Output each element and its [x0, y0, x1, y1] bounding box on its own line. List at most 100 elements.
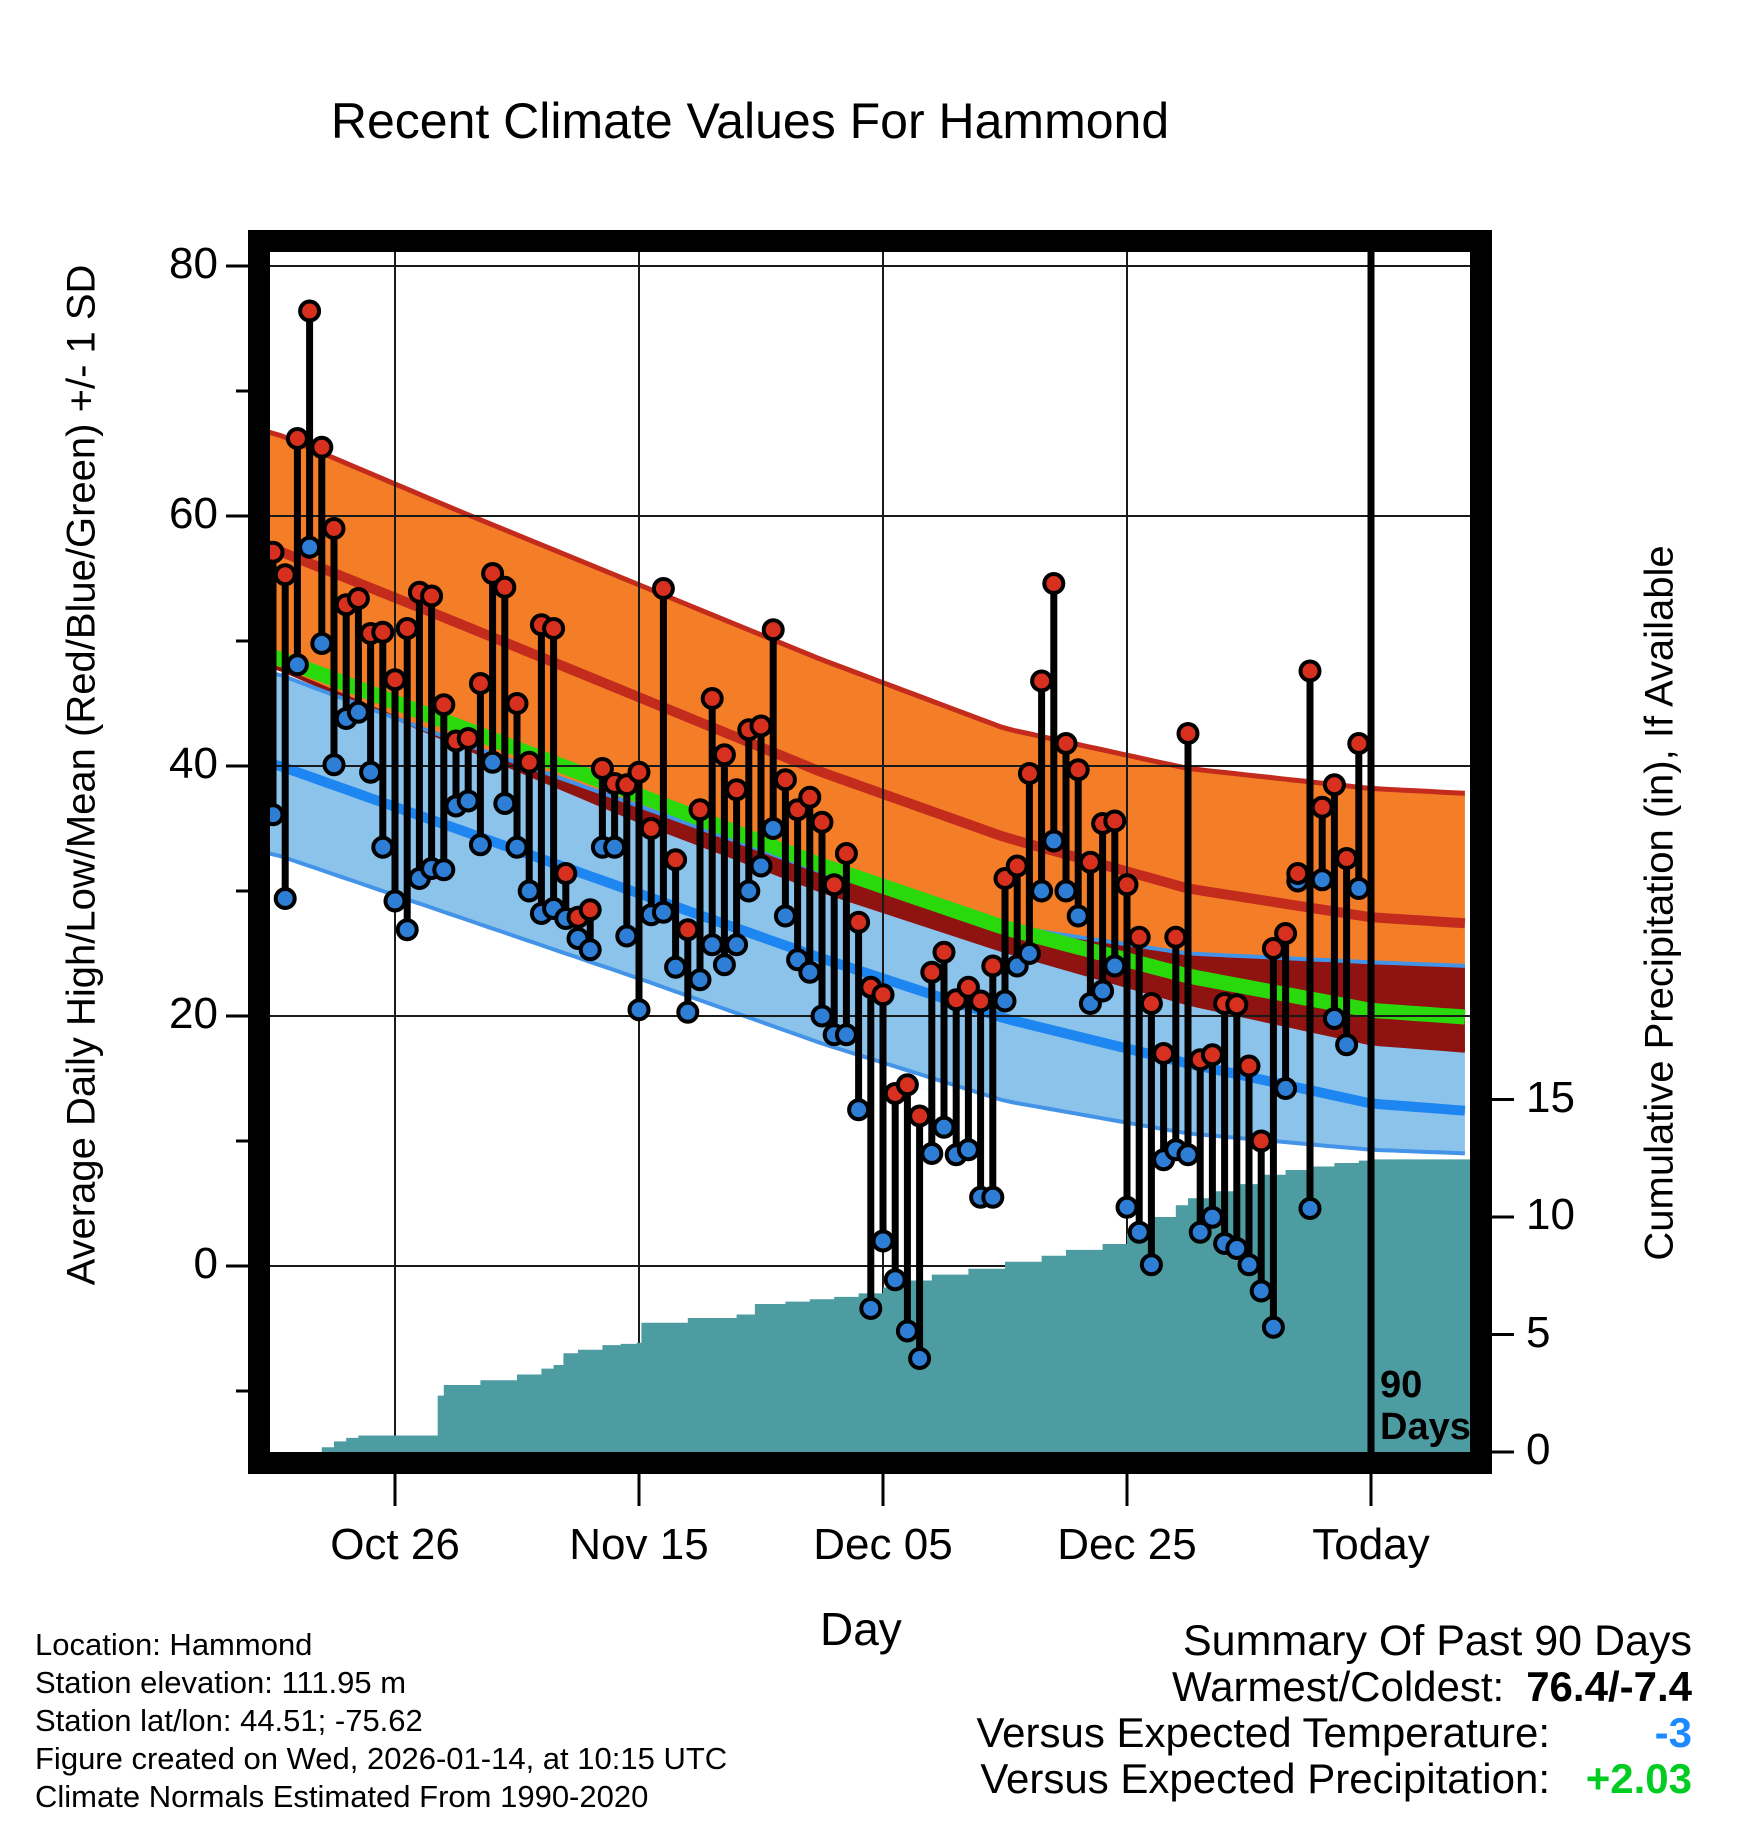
daily-high-dot [420, 584, 444, 608]
daily-high-dot [810, 810, 834, 834]
daily-low-dot [298, 535, 322, 559]
station-footer: Location: Hammond Station elevation: 111… [35, 1626, 727, 1816]
daily-high-dot [1347, 732, 1371, 755]
daily-high-dot [773, 768, 797, 792]
daily-low-dot [676, 1000, 700, 1024]
daily-high-dot [371, 620, 395, 644]
x-tick-label-oct-26: Oct 26 [330, 1520, 460, 1569]
daily-high-dot [1286, 862, 1310, 885]
daily-low-dot [322, 753, 346, 777]
daily-high-dot [1310, 795, 1334, 819]
summary-row-value: 76.4/-7.4 [1526, 1663, 1692, 1710]
daily-low-dot [981, 1185, 1005, 1209]
daily-low-dot [1322, 1007, 1346, 1030]
daily-high-dot [969, 989, 993, 1013]
daily-high-dot [1322, 773, 1346, 797]
daily-high-dot [517, 750, 541, 774]
y-left-tick-label: 0 [193, 1239, 218, 1288]
daily-high-dot [956, 975, 980, 999]
daily-low-dot [871, 1229, 895, 1253]
y-right-tick-label: 15 [1526, 1072, 1575, 1122]
daily-high-dot [712, 743, 736, 767]
summary-row: Warmest/Coldest: 76.4/-7.4 [976, 1664, 1692, 1710]
daily-high-dot [676, 918, 700, 942]
daily-low-dot [310, 632, 334, 655]
daily-high-dot [1200, 1043, 1224, 1067]
daily-low-dot [1188, 1220, 1212, 1244]
daily-low-dot [1066, 904, 1090, 928]
daily-low-dot [627, 998, 651, 1022]
daily-high-dot [1249, 1129, 1273, 1153]
daily-high-dot [1103, 809, 1127, 833]
daily-high-dot [505, 692, 529, 715]
daily-low-dot [383, 889, 407, 913]
daily-high-dot [981, 954, 1005, 978]
daily-low-dot [285, 653, 309, 677]
daily-high-dot [1176, 722, 1200, 745]
summary-panel: Summary Of Past 90 Days Warmest/Coldest:… [976, 1618, 1692, 1802]
daily-high-dot [725, 778, 749, 802]
daily-low-dot [1103, 954, 1127, 978]
summary-rows: Warmest/Coldest: 76.4/-7.4 Versus Expected… [976, 1664, 1692, 1802]
daily-low-dot [664, 955, 688, 979]
daily-high-dot [1030, 669, 1054, 693]
summary-row-label: Versus Expected Precipitation: [980, 1755, 1550, 1802]
daily-low-dot [761, 817, 785, 840]
daily-low-dot [993, 989, 1017, 1013]
daily-high-dot [310, 435, 334, 459]
daily-high-dot [1078, 850, 1102, 874]
daily-high-dot [664, 848, 688, 872]
daily-low-dot [920, 1142, 944, 1165]
daily-high-dot [468, 672, 492, 695]
daily-high-dot [590, 757, 614, 780]
daily-low-dot [712, 953, 736, 977]
daily-low-dot [1017, 942, 1041, 965]
daily-high-dot [834, 842, 858, 865]
daily-low-dot [432, 858, 456, 882]
daily-high-dot [1115, 873, 1139, 897]
summary-row-label: Versus Expected Temperature: [976, 1709, 1550, 1756]
daily-low-dot [725, 933, 749, 957]
daily-low-dot [883, 1268, 907, 1292]
daily-low-dot [810, 1004, 834, 1028]
daily-high-dot [1139, 992, 1163, 1015]
daily-low-dot [651, 900, 675, 924]
average-low-line [268, 758, 1466, 1116]
daily-low-dot [847, 1098, 871, 1122]
daily-low-dot [493, 792, 517, 815]
daily-low-dot [773, 904, 797, 928]
x-tick-label-today: Today [1312, 1520, 1430, 1569]
daily-low-dot [956, 1138, 980, 1162]
daily-high-dot [493, 575, 517, 599]
daily-low-dot [1054, 879, 1078, 903]
high-plus-sd-edge [268, 429, 1466, 796]
daily-low-dot [505, 835, 529, 859]
daily-high-dot [383, 668, 407, 692]
daily-high-dot [1298, 659, 1322, 683]
ninety-days-annotation: 90 Days [1380, 1364, 1471, 1448]
footer-elevation: Station elevation: 111.95 m [35, 1665, 407, 1700]
daily-low-dot [1310, 868, 1334, 892]
daily-high-dot [395, 617, 419, 640]
daily-low-dot [798, 960, 822, 984]
daily-low-dot [1261, 1315, 1285, 1339]
daily-low-dot [737, 879, 761, 903]
daily-low-dot [749, 854, 773, 878]
daily-low-dot [1237, 1253, 1261, 1277]
daily-high-dot [1017, 762, 1041, 785]
summary-row-label: Warmest/Coldest: [1172, 1663, 1505, 1710]
daily-low-dot [1042, 829, 1066, 853]
plot-frame [248, 230, 1492, 1474]
daily-high-dot [908, 1104, 932, 1128]
daily-low-dot [688, 968, 712, 992]
daily-high-dot [554, 862, 578, 885]
x-tick-label-nov-15: Nov 15 [569, 1520, 709, 1569]
daily-high-dot [700, 687, 724, 710]
summary-row-value: -3 [1654, 1709, 1692, 1756]
daily-high-dot [273, 563, 297, 587]
daily-low-dot [359, 760, 383, 784]
footer-latlon: Station lat/lon: 44.51; -75.62 [35, 1703, 423, 1738]
summary-title: Summary Of Past 90 Days [1183, 1617, 1692, 1665]
chart-title: Recent Climate Values For Hammond [330, 93, 1170, 149]
